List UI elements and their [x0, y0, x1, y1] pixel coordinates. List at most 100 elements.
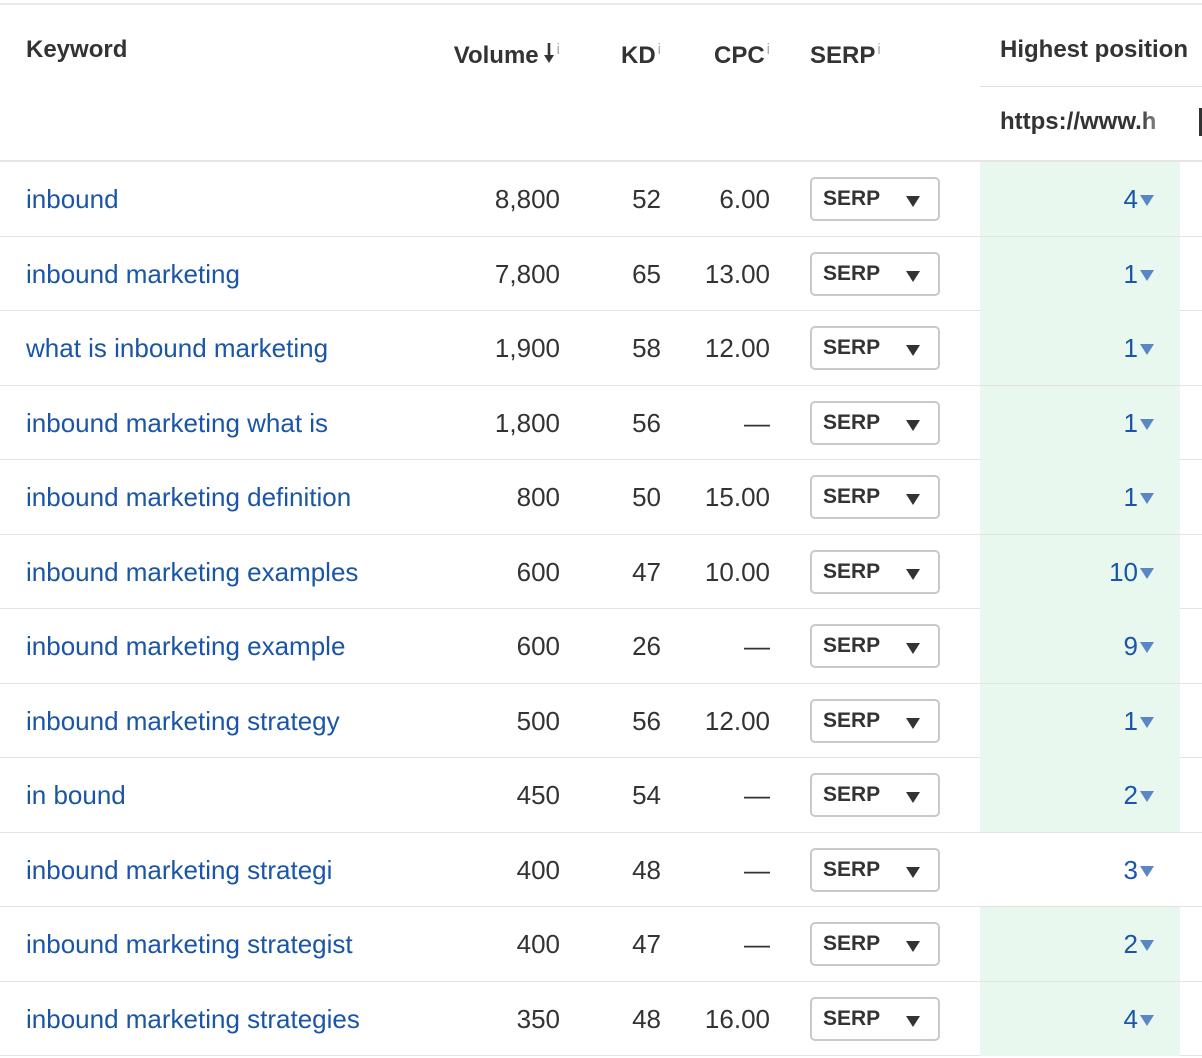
kd-value: 54 [632, 780, 661, 810]
serp-button[interactable]: SERP [810, 400, 940, 445]
serp-button-label: SERP [823, 857, 881, 881]
kd-value: 48 [632, 1003, 661, 1034]
kd-value: 52 [632, 184, 661, 214]
column-header-keyword-label: Keyword [26, 36, 128, 63]
position-value[interactable]: 1 [1123, 407, 1138, 438]
column-header-highest-position-label: Highest position [1000, 36, 1188, 63]
position-caret-down-icon[interactable] [1140, 193, 1154, 211]
position-value[interactable]: 10 [1109, 556, 1138, 587]
position-caret-down-icon[interactable] [1140, 566, 1154, 584]
position-caret-down-icon[interactable] [1140, 1013, 1154, 1031]
keyword-link[interactable]: inbound marketing strategy [26, 705, 340, 736]
position-caret-down-icon[interactable] [1140, 640, 1154, 658]
volume-value: 600 [516, 556, 560, 587]
kd-value: 56 [632, 407, 661, 438]
column-header-highest-position[interactable]: Highest position [1000, 32, 1188, 68]
caret-down-icon [906, 418, 920, 436]
sort-descending-icon[interactable] [543, 39, 555, 75]
position-caret-down-icon[interactable] [1140, 938, 1154, 956]
position-value[interactable]: 4 [1123, 1003, 1138, 1034]
cpc-value: 10.00 [704, 556, 770, 587]
position-caret-down-icon[interactable] [1140, 342, 1154, 360]
keyword-link[interactable]: in bound [26, 780, 126, 810]
position-value[interactable]: 1 [1123, 333, 1138, 363]
cpc-value: 16.00 [704, 1003, 770, 1034]
serp-info-icon[interactable]: i [877, 41, 881, 58]
volume-value: 800 [516, 482, 560, 512]
serp-button[interactable]: SERP [810, 624, 940, 668]
kd-value: 47 [632, 929, 661, 959]
table-row: inbound marketing examples 600 47 10.00 … [0, 534, 1202, 609]
keyword-link[interactable]: inbound marketing definition [26, 482, 352, 512]
serp-button[interactable]: SERP [810, 922, 940, 966]
table-row: inbound marketing 7,800 65 13.00 SERP 1 [0, 236, 1202, 311]
keyword-link[interactable]: inbound marketing strategies [26, 1003, 360, 1034]
keyword-link[interactable]: inbound [26, 184, 119, 214]
top-border [0, 3, 1202, 5]
column-header-kd[interactable]: KD i [621, 32, 661, 69]
keyword-link[interactable]: inbound marketing examples [26, 556, 359, 587]
serp-button[interactable]: SERP [810, 698, 940, 743]
cpc-value: 12.00 [704, 333, 770, 363]
volume-value: 400 [516, 929, 560, 959]
serp-button-label: SERP [823, 410, 881, 434]
table-row: inbound marketing example 600 26 — SERP … [0, 609, 1202, 684]
caret-down-icon [906, 567, 920, 585]
kd-value: 56 [632, 705, 661, 736]
position-value[interactable]: 1 [1123, 258, 1138, 289]
column-header-serp-label: SERP [810, 42, 876, 69]
serp-button[interactable]: SERP [810, 549, 940, 594]
column-header-cpc-label: CPC [713, 42, 765, 69]
volume-value: 600 [516, 631, 560, 661]
serp-button[interactable]: SERP [810, 773, 940, 817]
position-caret-down-icon[interactable] [1140, 864, 1154, 882]
caret-down-icon [906, 939, 920, 957]
caret-down-icon [906, 641, 920, 659]
kd-value: 47 [632, 556, 661, 587]
serp-button[interactable]: SERP [810, 475, 940, 519]
keyword-link[interactable]: inbound marketing [26, 258, 240, 289]
position-value[interactable]: 1 [1123, 705, 1138, 736]
position-caret-down-icon[interactable] [1140, 268, 1154, 286]
keyword-link[interactable]: what is inbound marketing [26, 333, 329, 363]
volume-info-icon[interactable]: i [556, 41, 560, 58]
cpc-info-icon[interactable]: i [766, 41, 770, 58]
position-caret-down-icon[interactable] [1140, 417, 1154, 435]
position-value[interactable]: 3 [1123, 854, 1138, 885]
volume-value: 1,800 [494, 407, 560, 438]
position-caret-down-icon[interactable] [1140, 715, 1154, 733]
position-value[interactable]: 1 [1123, 482, 1138, 512]
keyword-link[interactable]: inbound marketing what is [26, 407, 329, 438]
column-resize-handle[interactable] [1199, 108, 1202, 136]
position-value[interactable]: 2 [1123, 780, 1138, 810]
column-header-volume[interactable]: Volume i [453, 32, 560, 69]
volume-value: 8,800 [494, 184, 560, 214]
keyword-link[interactable]: inbound marketing example [26, 631, 346, 661]
serp-button[interactable]: SERP [810, 847, 940, 892]
position-caret-down-icon[interactable] [1140, 491, 1154, 509]
serp-button-label: SERP [823, 336, 881, 359]
column-header-volume-label: Volume [453, 42, 539, 69]
kd-info-icon[interactable]: i [657, 41, 661, 58]
serp-button-label: SERP [823, 783, 881, 806]
serp-button[interactable]: SERP [810, 996, 940, 1041]
column-header-keyword[interactable]: Keyword [26, 32, 127, 68]
position-caret-down-icon[interactable] [1140, 789, 1154, 807]
cpc-value: 12.00 [704, 705, 770, 736]
keyword-link[interactable]: inbound marketing strategist [26, 929, 353, 959]
column-header-cpc[interactable]: CPC i [713, 32, 770, 69]
table-row: in bound 450 54 — SERP 2 [0, 758, 1202, 833]
keyword-link[interactable]: inbound marketing strategi [26, 854, 333, 885]
serp-button[interactable]: SERP [810, 326, 940, 370]
cpc-value: — [744, 780, 770, 810]
serp-button-label: SERP [823, 634, 881, 657]
caret-down-icon [906, 865, 920, 883]
position-value[interactable]: 9 [1123, 631, 1138, 661]
position-value[interactable]: 4 [1123, 184, 1138, 214]
serp-button[interactable]: SERP [810, 251, 940, 296]
serp-button[interactable]: SERP [810, 177, 940, 221]
position-value[interactable]: 2 [1123, 929, 1138, 959]
volume-value: 1,900 [494, 333, 560, 363]
serp-button-label: SERP [823, 559, 881, 583]
